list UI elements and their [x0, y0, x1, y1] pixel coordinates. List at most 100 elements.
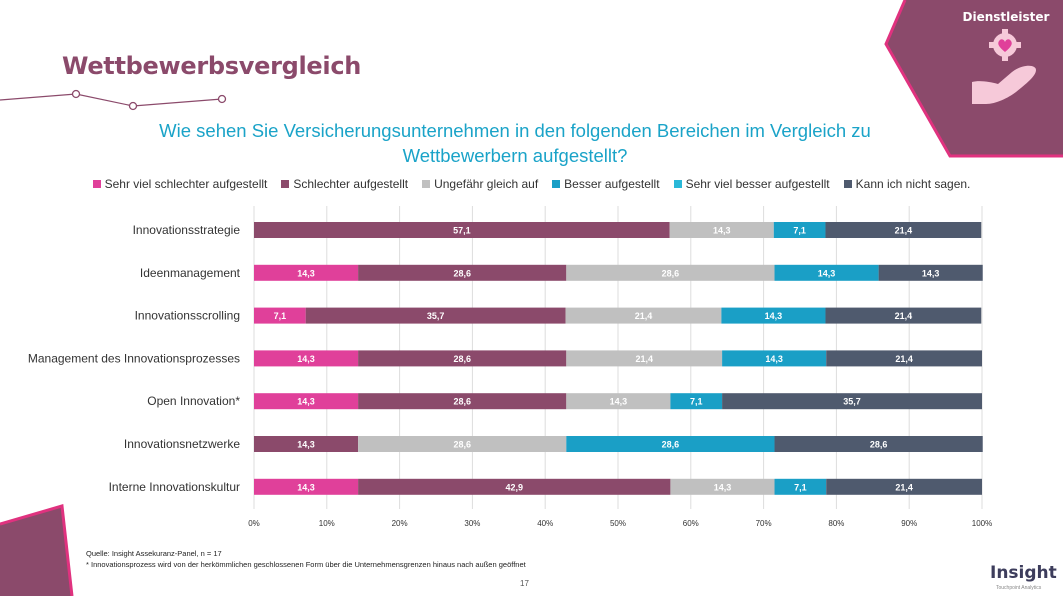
x-tick-label: 40% [537, 519, 553, 528]
legend-swatch [422, 180, 431, 188]
connector-dot [128, 101, 138, 111]
caring-hand-icon [972, 29, 1036, 104]
stacked-bar-chart: 0% 10% 20% 30% 40% 50% 60% 70% 80% 90% 100% Innovat… [28, 206, 992, 528]
data-label: 14,3 [297, 482, 315, 492]
x-tick-label: 30% [464, 519, 480, 528]
data-label: 28,6 [453, 440, 471, 450]
bar-segment [254, 222, 670, 238]
data-label: 14,3 [610, 397, 628, 407]
category-label: Interne Innovationskultur [109, 480, 240, 494]
bar-segment [254, 350, 359, 367]
legend-swatch [673, 180, 682, 188]
bar-segment [254, 264, 359, 281]
bar-segment [774, 436, 983, 452]
x-tick-label: 20% [392, 519, 408, 528]
bar-segment [825, 222, 982, 238]
legend-swatch [843, 180, 852, 188]
data-label: 35,7 [427, 311, 445, 321]
category-label: Management des Innovationsprozesses [28, 351, 240, 365]
bar-segment [566, 436, 775, 452]
x-tick-label: 10% [319, 519, 335, 528]
bar-segment [773, 222, 826, 238]
legend-label: Schlechter aufgestellt [293, 177, 409, 191]
bar-segment [721, 307, 826, 324]
bar-segment [254, 478, 359, 495]
bar-segment [774, 478, 827, 495]
legend-item: Kann ich nicht sagen. [843, 177, 970, 191]
x-tick-label: 90% [901, 519, 917, 528]
bar-segment [566, 350, 723, 367]
data-label: 28,6 [453, 268, 471, 278]
bar-segment [358, 264, 567, 281]
bar-segment [722, 350, 827, 367]
x-tick-label: 60% [683, 519, 699, 528]
bar-segment [878, 264, 983, 281]
data-label: 21,4 [895, 482, 913, 492]
badge-label: Dienstleister [962, 10, 1050, 24]
legend-swatch [92, 180, 101, 188]
data-label: 7,1 [274, 311, 287, 321]
x-tick-label: 80% [828, 519, 844, 528]
page-number: 17 [520, 579, 529, 588]
category-label: Innovationsscrolling [135, 309, 240, 323]
data-label: 14,3 [765, 311, 783, 321]
legend-item: Schlechter aufgestellt [281, 177, 408, 191]
data-label: 35,7 [843, 397, 861, 407]
connector-dot [217, 94, 227, 104]
bar-segment [254, 307, 306, 324]
category-label: Open Innovation* [147, 394, 240, 408]
data-label: 28,6 [453, 354, 471, 364]
bar-segment [825, 307, 982, 324]
insight-logo-subtitle: Touchpoint Analytics [996, 585, 1042, 591]
category-label: Innovationsnetzwerke [124, 437, 240, 451]
data-label: 42,9 [505, 482, 523, 492]
survey-question: Wie sehen Sie Versicherungsunternehmen i… [159, 120, 871, 166]
data-label: 21,4 [895, 226, 913, 236]
data-label: 57,1 [453, 226, 471, 236]
data-label: 14,3 [297, 440, 315, 450]
data-label: 14,3 [297, 354, 315, 364]
bar-segment [826, 478, 982, 495]
bar-segment [566, 393, 671, 410]
data-label: 21,4 [895, 354, 913, 364]
data-label: 14,3 [297, 268, 315, 278]
data-label: 21,4 [635, 354, 653, 364]
legend-swatch [281, 180, 290, 188]
title-connector-line [0, 93, 223, 107]
bar-segment [254, 393, 359, 410]
x-tick-label: 70% [756, 519, 772, 528]
data-label: 7,1 [690, 397, 703, 407]
data-label: 28,6 [453, 397, 471, 407]
footnote-text: * Innovationsprozess wird von der herköm… [86, 560, 526, 569]
legend-label: Sehr viel schlechter aufgestellt [104, 177, 268, 191]
legend-item: Sehr viel besser aufgestellt [673, 177, 830, 191]
category-label: Ideenmanagement [140, 266, 241, 280]
bar-segment [566, 264, 775, 281]
data-label: 14,3 [818, 268, 836, 278]
bar-segment [254, 436, 359, 452]
data-label: 14,3 [765, 354, 783, 364]
data-label: 14,3 [714, 482, 732, 492]
connector-dot [71, 89, 81, 99]
data-label: 7,1 [793, 226, 806, 236]
data-label: 28,6 [870, 440, 888, 450]
data-label: 28,6 [662, 268, 680, 278]
x-tick-label: 100% [972, 519, 992, 528]
legend-label: Besser aufgestellt [564, 177, 660, 191]
category-label: Innovationsstrategie [133, 223, 241, 237]
source-note: Quelle: Insight Assekuranz-Panel, n = 17… [86, 548, 526, 570]
data-label: 7,1 [794, 482, 807, 492]
bar-segment [565, 307, 722, 324]
bar-segment [305, 307, 566, 324]
legend-item: Ungefähr gleich auf [422, 177, 538, 191]
x-tick-label: 0% [248, 519, 260, 528]
legend-item: Besser aufgestellt [552, 177, 660, 191]
legend-label: Ungefähr gleich auf [434, 177, 539, 191]
data-label: 28,6 [662, 440, 680, 450]
corner-wedge [0, 506, 72, 596]
x-tick-label: 50% [610, 519, 626, 528]
bar-segment [358, 436, 567, 452]
corner-wedge-border [0, 504, 74, 596]
bar-segment [358, 350, 567, 367]
